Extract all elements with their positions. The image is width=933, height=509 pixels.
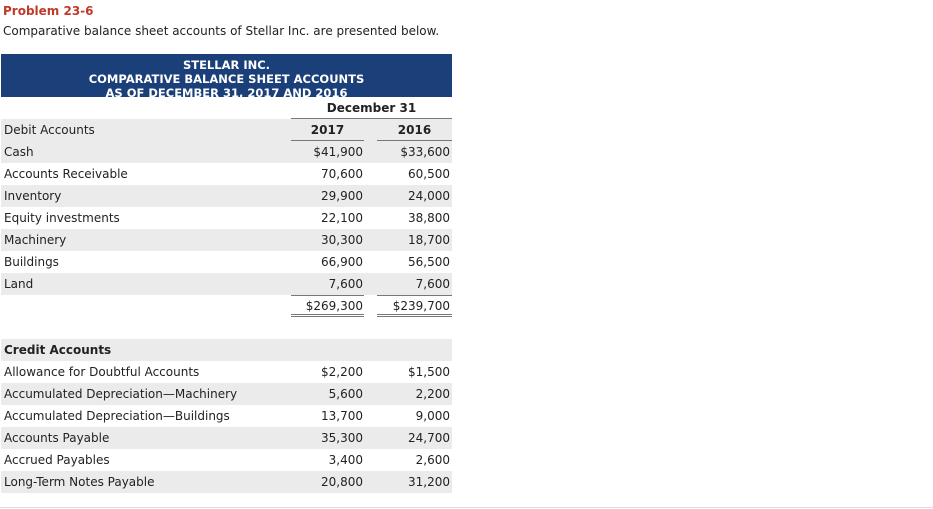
amount-2016: 2,600: [415, 453, 450, 467]
debit-header-row: Debit Accounts 2017 2016: [1, 119, 452, 141]
amount-2017: 20,800: [321, 475, 363, 489]
debit-rows: Cash $41,900 $33,600 Accounts Receivable 70,…: [1, 141, 452, 295]
amount-2016: 2,200: [415, 387, 450, 401]
amount-2017: 30,300: [321, 233, 363, 247]
debit-accounts-header: Debit Accounts: [4, 123, 95, 137]
credit-accounts-header: Credit Accounts: [4, 343, 112, 357]
amount-2017: $2,200: [321, 365, 363, 379]
amount-2016: $33,600: [400, 145, 450, 159]
year-2016-header: 2016: [397, 123, 432, 137]
amount-2017: $41,900: [313, 145, 363, 159]
credit-row: Allowance for Doubtful Accounts $2,200 $1,…: [1, 361, 452, 383]
table-banner: STELLAR INC. COMPARATIVE BALANCE SHEET A…: [1, 54, 452, 100]
amount-2016: 18,700: [408, 233, 450, 247]
balance-sheet-table: STELLAR INC. COMPARATIVE BALANCE SHEET A…: [1, 54, 452, 493]
account-label: Accounts Payable: [4, 431, 110, 445]
account-label: Long-Term Notes Payable: [4, 475, 155, 489]
credit-row: Long-Term Notes Payable 20,800 31,200: [1, 471, 452, 493]
credit-row: Accumulated Depreciation—Buildings 13,700…: [1, 405, 452, 427]
credit-header-row: Credit Accounts: [1, 339, 452, 361]
debit-row: Accounts Receivable 70,600 60,500: [1, 163, 452, 185]
credit-rows: Allowance for Doubtful Accounts $2,200 $1,…: [1, 361, 452, 493]
debit-row: Cash $41,900 $33,600: [1, 141, 452, 163]
debit-row: Land 7,600 7,600: [1, 273, 452, 295]
amount-2016: 24,700: [408, 431, 450, 445]
debit-row: Inventory 29,900 24,000: [1, 185, 452, 207]
amount-2017: 7,600: [328, 277, 363, 291]
problem-intro: Comparative balance sheet accounts of St…: [3, 24, 440, 38]
amount-2017: 3,400: [328, 453, 363, 467]
amount-2016: 31,200: [408, 475, 450, 489]
amount-2016: 7,600: [415, 277, 450, 291]
credit-row: Accumulated Depreciation—Machinery 5,600 2…: [1, 383, 452, 405]
amount-2017: 5,600: [328, 387, 363, 401]
account-label: Cash: [4, 145, 34, 159]
account-label: Accounts Receivable: [4, 167, 128, 181]
debit-row: Buildings 66,900 56,500: [1, 251, 452, 273]
statement-date: AS OF DECEMBER 31, 2017 AND 2016: [105, 86, 348, 100]
amount-2016: 9,000: [415, 409, 450, 423]
account-label: Buildings: [4, 255, 59, 269]
account-label: Equity investments: [4, 211, 120, 225]
account-label: Allowance for Doubtful Accounts: [4, 365, 200, 379]
account-label: Accumulated Depreciation—Machinery: [4, 387, 238, 401]
credit-row: Accounts Payable 35,300 24,700: [1, 427, 452, 449]
year-2017-header: 2017: [310, 123, 345, 137]
company-name: STELLAR INC.: [182, 58, 271, 72]
amount-2016: 56,500: [408, 255, 450, 269]
account-label: Accumulated Depreciation—Buildings: [4, 409, 230, 423]
debit-total-row: $269,300 $239,700: [1, 295, 452, 317]
problem-title: Problem 23-6: [3, 4, 94, 18]
amount-2017: 13,700: [321, 409, 363, 423]
debit-total-2016: $239,700: [392, 299, 450, 313]
amount-2016: 60,500: [408, 167, 450, 181]
debit-row: Equity investments 22,100 38,800: [1, 207, 452, 229]
amount-2017: 66,900: [321, 255, 363, 269]
account-label: Machinery: [4, 233, 67, 247]
amount-2016: $1,500: [408, 365, 450, 379]
account-label: Accrued Payables: [4, 453, 110, 467]
amount-2017: 70,600: [321, 167, 363, 181]
period-header: December 31: [326, 101, 417, 115]
amount-2017: 35,300: [321, 431, 363, 445]
account-label: Land: [4, 277, 34, 291]
amount-2017: 29,900: [321, 189, 363, 203]
amount-2016: 24,000: [408, 189, 450, 203]
debit-row: Machinery 30,300 18,700: [1, 229, 452, 251]
debit-total-2017: $269,300: [305, 299, 363, 313]
statement-title: COMPARATIVE BALANCE SHEET ACCOUNTS: [88, 72, 365, 86]
amount-2016: 38,800: [408, 211, 450, 225]
account-label: Inventory: [4, 189, 62, 203]
credit-row: Accrued Payables 3,400 2,600: [1, 449, 452, 471]
period-header-row: December 31: [1, 97, 452, 119]
amount-2017: 22,100: [321, 211, 363, 225]
